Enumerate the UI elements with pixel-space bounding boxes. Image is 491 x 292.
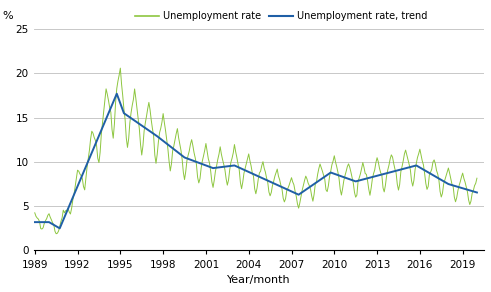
Text: %: % (2, 11, 13, 21)
X-axis label: Year/month: Year/month (227, 275, 291, 285)
Legend: Unemployment rate, Unemployment rate, trend: Unemployment rate, Unemployment rate, tr… (131, 7, 432, 25)
